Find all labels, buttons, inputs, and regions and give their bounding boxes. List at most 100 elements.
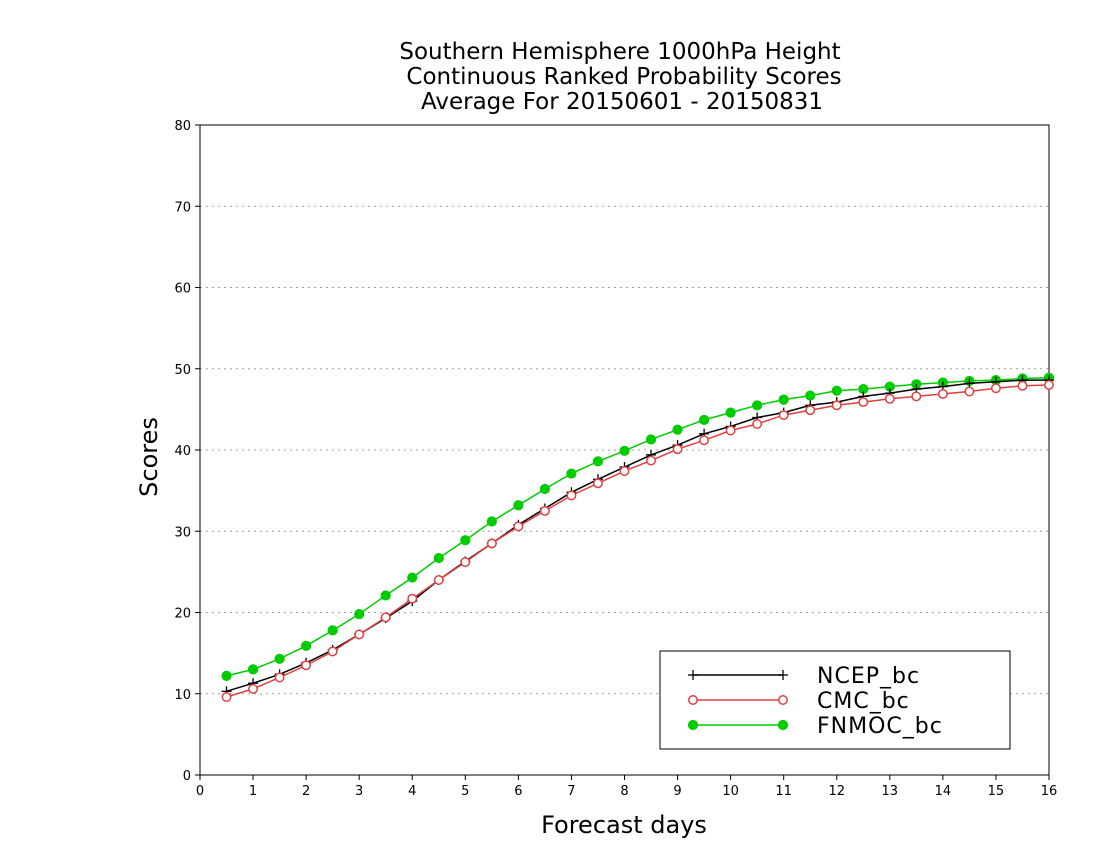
x-tick-label: 6	[514, 784, 522, 799]
x-tick-label: 3	[355, 784, 363, 799]
data-point	[513, 521, 524, 532]
series-ncep-bc	[221, 375, 1054, 697]
series-fnmoc-bc	[221, 372, 1055, 681]
data-point	[805, 390, 816, 401]
title-line-2: Continuous Ranked Probability Scores	[406, 64, 841, 90]
data-point	[672, 444, 683, 455]
data-point	[221, 692, 232, 702]
data-point	[274, 672, 285, 683]
legend-marker	[778, 670, 788, 680]
data-point	[380, 612, 391, 623]
data-point	[433, 575, 444, 585]
legend-marker	[688, 670, 698, 680]
data-point	[513, 500, 524, 511]
y-tick-label: 0	[183, 769, 191, 784]
legend-marker	[778, 695, 788, 705]
data-point	[301, 640, 312, 651]
y-tick-label: 70	[174, 200, 191, 215]
legend-item-fnmoc-bc: FNMOC_bc	[687, 714, 943, 739]
data-point	[354, 609, 365, 620]
data-point	[805, 405, 816, 416]
y-tick-label: 60	[174, 282, 191, 297]
data-point	[407, 572, 418, 583]
x-tick-label: 4	[408, 784, 416, 799]
data-point	[460, 557, 471, 568]
data-point	[566, 468, 577, 479]
x-tick-label: 10	[722, 784, 739, 799]
data-point	[407, 593, 418, 604]
data-point	[486, 516, 497, 527]
data-point	[592, 456, 604, 467]
data-point	[698, 414, 710, 426]
data-point	[619, 445, 630, 456]
x-tick-label: 5	[461, 784, 469, 799]
legend-marker	[687, 719, 699, 731]
data-point	[486, 538, 497, 549]
y-tick-label: 30	[174, 525, 191, 540]
y-tick-label: 40	[174, 444, 191, 459]
chart-title: Southern Hemisphere 1000hPa Height Conti…	[399, 39, 841, 115]
data-point	[433, 552, 444, 564]
x-tick-label: 12	[828, 784, 845, 799]
data-point	[539, 483, 551, 495]
x-tick-label: 13	[882, 784, 899, 799]
data-point	[1017, 380, 1028, 391]
data-point	[752, 419, 763, 429]
data-point	[672, 424, 683, 435]
data-point	[646, 455, 656, 466]
x-tick-label: 15	[988, 784, 1005, 799]
y-axis-title: Scores	[135, 417, 163, 497]
data-point	[699, 435, 710, 446]
y-tick-label: 10	[174, 688, 191, 703]
y-tick-label: 50	[174, 363, 191, 378]
x-tick-label: 7	[567, 784, 575, 799]
data-point	[566, 490, 577, 501]
data-point	[831, 385, 842, 396]
y-tick-label: 80	[174, 119, 191, 134]
data-point	[725, 425, 736, 436]
data-point	[327, 625, 338, 636]
series-cmc-bc	[221, 380, 1054, 702]
legend-label: FNMOC_bc	[817, 714, 943, 739]
x-tick-label: 1	[249, 784, 257, 799]
data-point	[327, 646, 338, 657]
x-axis: 0 1 2 3 4 5 6 7 8 9 10 11 12 13 14 15 16	[196, 775, 1057, 799]
series-line	[226, 384, 1050, 698]
data-point	[645, 434, 657, 445]
legend-item-ncep-bc: NCEP_bc	[688, 664, 920, 689]
data-point	[380, 590, 391, 601]
x-tick-label: 16	[1041, 784, 1058, 799]
legend-label: NCEP_bc	[817, 664, 920, 689]
data-point	[247, 664, 259, 675]
data-point	[301, 660, 312, 671]
data-point	[354, 629, 365, 640]
data-point	[990, 383, 1001, 394]
data-point	[274, 653, 285, 664]
title-line-1: Southern Hemisphere 1000hPa Height	[399, 39, 840, 65]
data-point	[1044, 380, 1054, 390]
data-point	[539, 505, 550, 516]
title-line-3: Average For 20150601 - 20150831	[421, 89, 823, 115]
legend-marker	[688, 695, 698, 705]
data-point	[831, 400, 842, 411]
x-tick-label: 8	[620, 784, 628, 799]
x-tick-label: 14	[935, 784, 952, 799]
series-layer	[221, 372, 1055, 702]
y-axis: 0 10 20 30 40 50 60 70 80	[174, 119, 200, 784]
data-point	[884, 393, 895, 404]
data-point	[248, 683, 259, 694]
data-point	[725, 407, 736, 418]
legend-label: CMC_bc	[817, 689, 910, 714]
x-tick-label: 9	[673, 784, 681, 799]
data-point	[752, 400, 763, 411]
legend-item-cmc-bc: CMC_bc	[688, 689, 910, 714]
data-point	[619, 466, 630, 477]
data-point	[778, 410, 789, 421]
legend-marker	[777, 719, 789, 731]
data-point	[778, 394, 789, 405]
data-point	[937, 388, 948, 399]
series-line	[226, 379, 1049, 693]
x-tick-label: 11	[775, 784, 792, 799]
